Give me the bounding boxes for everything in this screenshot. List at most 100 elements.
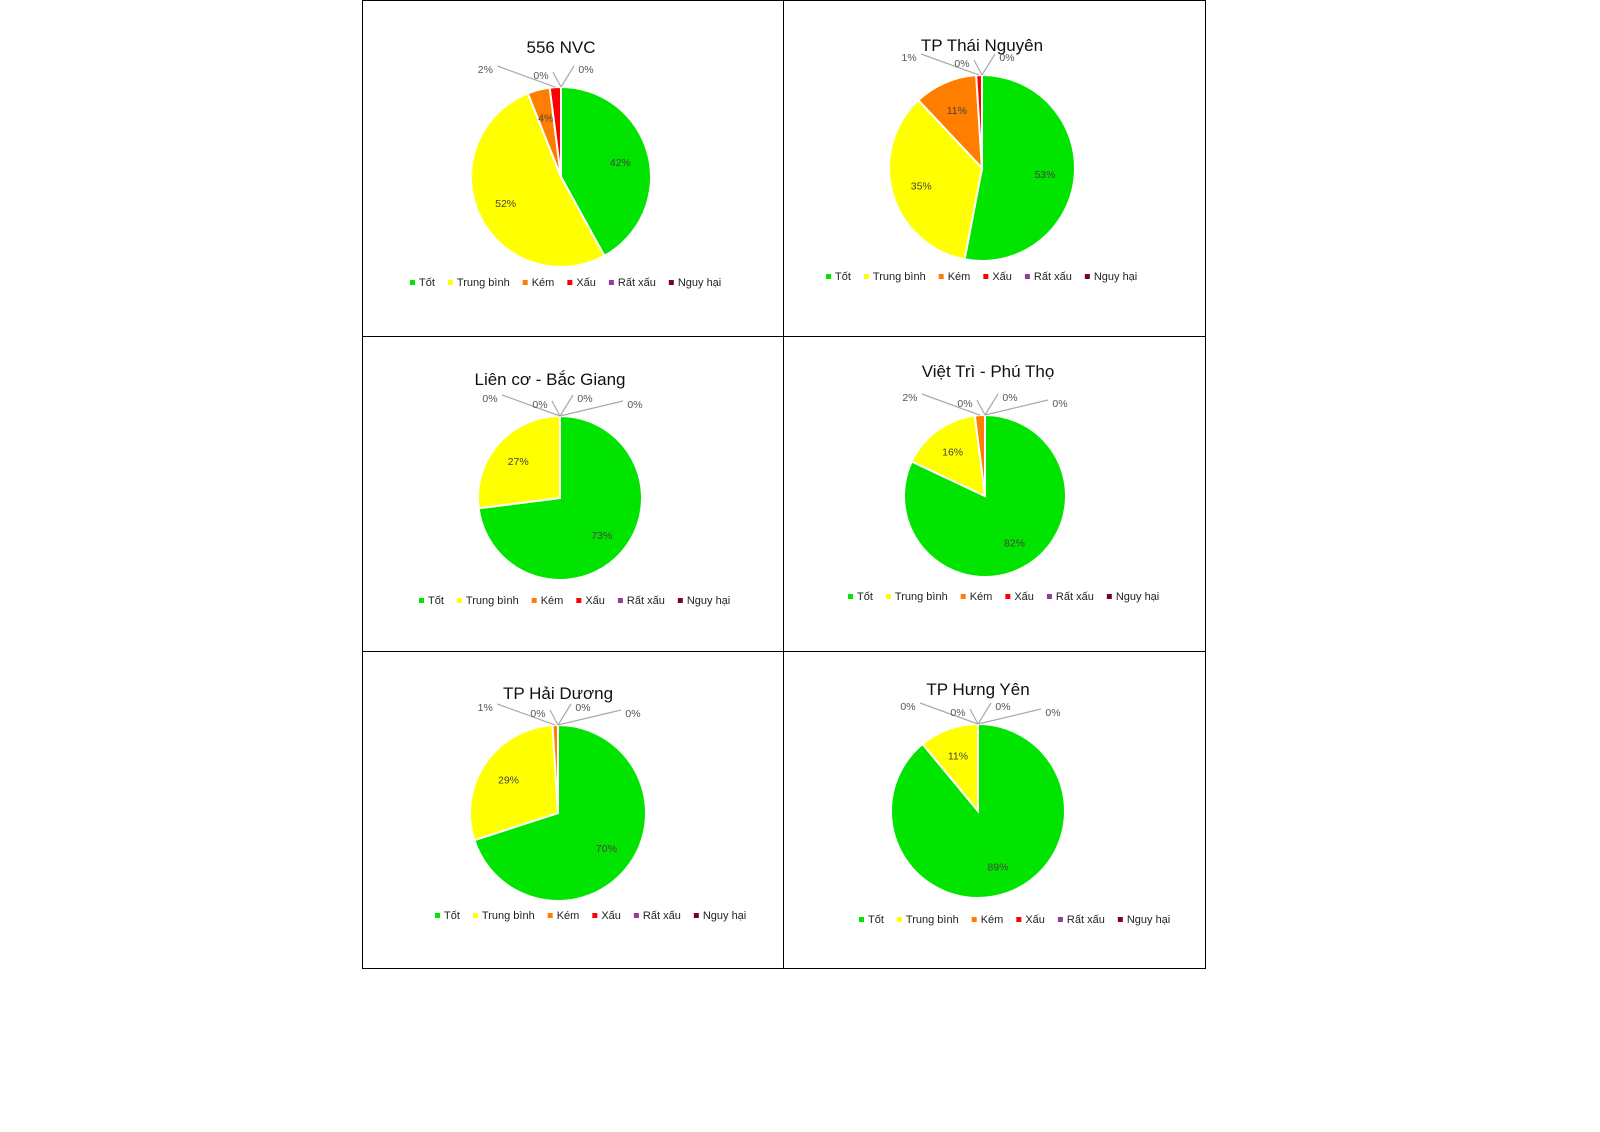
legend-item: Rất xấu: [643, 910, 681, 922]
legend-swatch-icon: [885, 594, 891, 599]
legend-swatch-icon: [435, 913, 440, 918]
leader-line: [560, 65, 575, 88]
data-label: 70%: [596, 843, 617, 855]
legend-swatch-icon: [896, 917, 902, 922]
pie-chart-3: Việt Trì - Phú Thọ 82% 16% 2% 0% 0% 0% Tốt Trung…: [848, 362, 1159, 603]
legend-item: Rất xấu: [627, 595, 665, 607]
divider-horizontal-2: [362, 651, 1206, 652]
leader-line: [557, 709, 622, 726]
legend-item: Rất xấu: [1067, 914, 1105, 926]
data-label: 82%: [1004, 538, 1025, 550]
data-label: 42%: [610, 157, 631, 169]
legend-swatch-icon: [419, 598, 424, 603]
data-label: 4%: [538, 113, 553, 125]
legend-item: Kém: [970, 591, 993, 603]
leader-line: [552, 71, 562, 88]
legend-item: Rất xấu: [618, 277, 656, 289]
leader-line: [973, 59, 983, 76]
pie-slice-tốt: [473, 723, 647, 902]
data-label: 11%: [947, 105, 967, 117]
data-label: 2%: [478, 64, 493, 76]
legend-item: Trung bình: [466, 595, 519, 607]
legend-swatch-icon: [1024, 274, 1030, 279]
data-label: 0%: [577, 393, 592, 405]
legend-swatch-icon: [1106, 594, 1112, 599]
legend-swatch-icon: [1046, 594, 1052, 599]
data-label: 0%: [482, 393, 497, 405]
legend-item: Nguy hại: [1094, 271, 1137, 283]
legend-item: Tốt: [428, 595, 444, 607]
data-label: 0%: [627, 399, 642, 411]
leader-line: [501, 394, 561, 417]
pie-slice-tốt: [890, 722, 1066, 899]
legend-swatch-icon: [456, 598, 462, 603]
leader-line: [549, 709, 559, 726]
leader-line: [559, 400, 624, 417]
leader-line: [984, 393, 999, 416]
data-label: 0%: [995, 701, 1010, 713]
legend-item: Kém: [948, 271, 971, 283]
chart-title: Việt Trì - Phú Thọ: [922, 362, 1055, 381]
legend-item: Xấu: [992, 271, 1012, 283]
legend-swatch-icon: [567, 280, 573, 285]
legend-swatch-icon: [576, 598, 582, 603]
legend-item: Xấu: [585, 595, 605, 607]
legend-swatch-icon: [1084, 274, 1090, 279]
pie-chart-5: TP Hưng Yên 89% 11% 0% 0% 0% 0% Tốt Trung bình Ké…: [859, 680, 1170, 926]
legend-item: Xấu: [1025, 914, 1045, 926]
data-label: 11%: [948, 750, 968, 762]
data-label: 0%: [578, 64, 593, 76]
legend-item: Tốt: [835, 271, 851, 283]
legend-item: Nguy hại: [687, 595, 730, 607]
legend-item: Trung bình: [873, 271, 926, 283]
chart-title: TP Hải Dương: [503, 684, 613, 703]
legend-swatch-icon: [971, 917, 977, 922]
legend-swatch-icon: [1005, 594, 1011, 599]
leader-line: [984, 399, 1049, 416]
legend-swatch-icon: [1057, 917, 1063, 922]
legend-swatch-icon: [960, 594, 966, 599]
pie-chart-4: TP Hải Dương 70% 29% 1% 0% 0% 0% Tốt Trung bình K…: [435, 684, 746, 922]
data-label: 0%: [950, 707, 965, 719]
data-label: 0%: [900, 701, 915, 713]
pie-chart-1: TP Thái Nguyên 53% 35% 11% 1% 0% 0% Tốt Trung bì…: [826, 36, 1137, 283]
data-label: 16%: [942, 446, 963, 458]
leader-line: [921, 393, 981, 416]
legend-swatch-icon: [617, 598, 623, 603]
leader-line: [559, 394, 574, 417]
pie-chart-2: Liên cơ - Bắc Giang 73% 27% 0% 0% 0% 0% Tốt Trun…: [419, 370, 730, 607]
data-label: 0%: [575, 702, 590, 714]
pie-slice-trung-bình: [910, 414, 987, 498]
legend-item: Kém: [541, 595, 564, 607]
leader-line: [977, 702, 992, 725]
legend-item: Trung bình: [482, 910, 535, 922]
legend-item: Kém: [532, 277, 555, 289]
data-label: 0%: [532, 399, 547, 411]
legend-swatch-icon: [633, 913, 639, 918]
legend-swatch-icon: [693, 913, 699, 918]
legend-item: Kém: [981, 914, 1004, 926]
data-label: 27%: [508, 456, 529, 468]
leader-line: [977, 708, 1042, 725]
data-label: 52%: [495, 198, 516, 210]
data-label: 0%: [1002, 392, 1017, 404]
legend-item: Nguy hại: [1116, 591, 1159, 603]
legend-swatch-icon: [677, 598, 683, 603]
data-label: 0%: [999, 52, 1014, 64]
legend-swatch-icon: [983, 274, 989, 279]
chart-title: TP Hưng Yên: [926, 680, 1029, 699]
data-label: 29%: [498, 774, 519, 786]
legend-swatch-icon: [447, 280, 453, 285]
chart-grid: [362, 0, 1206, 969]
leader-line: [497, 703, 556, 726]
pie-chart-0: 556 NVC 42% 52% 4% 2% 0% 0% Tốt Trung bình Kém Xấu…: [410, 38, 721, 289]
pie-slice-trung-bình: [469, 724, 560, 842]
data-label: 0%: [530, 708, 545, 720]
legend-item: Tốt: [868, 914, 884, 926]
pie-slice-trung-bình: [888, 98, 984, 261]
legend-item: Xấu: [576, 277, 596, 289]
legend-item: Tốt: [444, 910, 460, 922]
data-label: 0%: [1052, 398, 1067, 410]
chart-title: Liên cơ - Bắc Giang: [475, 370, 626, 389]
